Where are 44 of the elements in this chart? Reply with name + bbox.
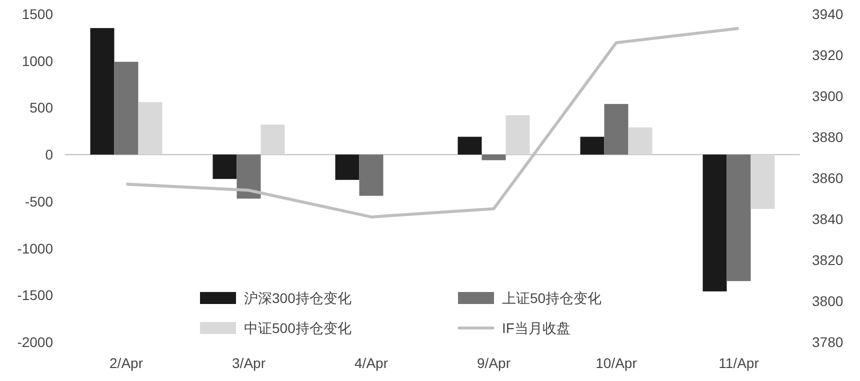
y-tick-label: -1500 [17,287,54,304]
bar [114,62,138,155]
y2-tick-label: 3800 [812,293,844,309]
legend-label: 沪深300持仓变化 [244,290,352,306]
y2-tick-label: 3780 [812,334,844,350]
y2-tick-label: 3820 [812,252,844,268]
bar [750,154,775,209]
y-tick-label: 1500 [22,6,54,22]
legend-label: 上证50持仓变化 [502,290,602,306]
x-tick-label: 3/Apr [232,355,266,371]
bar [482,154,506,160]
y-tick-label: 500 [30,100,54,116]
bar [726,154,751,282]
x-tick-label: 4/Apr [354,355,388,371]
bar [702,154,727,292]
x-tick-label: 2/Apr [110,355,144,371]
bar [458,136,482,155]
x-tick-label: 10/Apr [596,355,638,371]
y-tick-label: -2000 [17,334,54,350]
y2-tick-label: 3900 [812,88,844,104]
bar [236,154,261,199]
bar [580,136,604,155]
y2-tick-label: 3940 [812,6,844,22]
bar [260,124,285,155]
y2-tick-label: 3880 [812,129,844,145]
y2-tick-label: 3860 [812,170,844,186]
bar [212,154,237,179]
bar [138,102,162,155]
y-tick-label: -1000 [17,240,54,256]
y-tick-label: -500 [24,193,54,210]
y-tick-label: 1000 [22,52,54,69]
legend-label: IF当月收盘 [502,320,570,336]
x-tick-label: 9/Apr [477,355,511,371]
bar [359,154,384,196]
bar [90,28,114,155]
bar [506,115,530,155]
bar [628,127,652,155]
y-tick-label: 0 [45,146,54,163]
y2-tick-label: 3920 [812,47,844,63]
x-tick-label: 11/Apr [718,355,760,371]
legend-label: 中证500持仓变化 [244,320,352,336]
bar [335,154,360,180]
y2-tick-label: 3840 [812,211,844,227]
bar [604,104,628,155]
